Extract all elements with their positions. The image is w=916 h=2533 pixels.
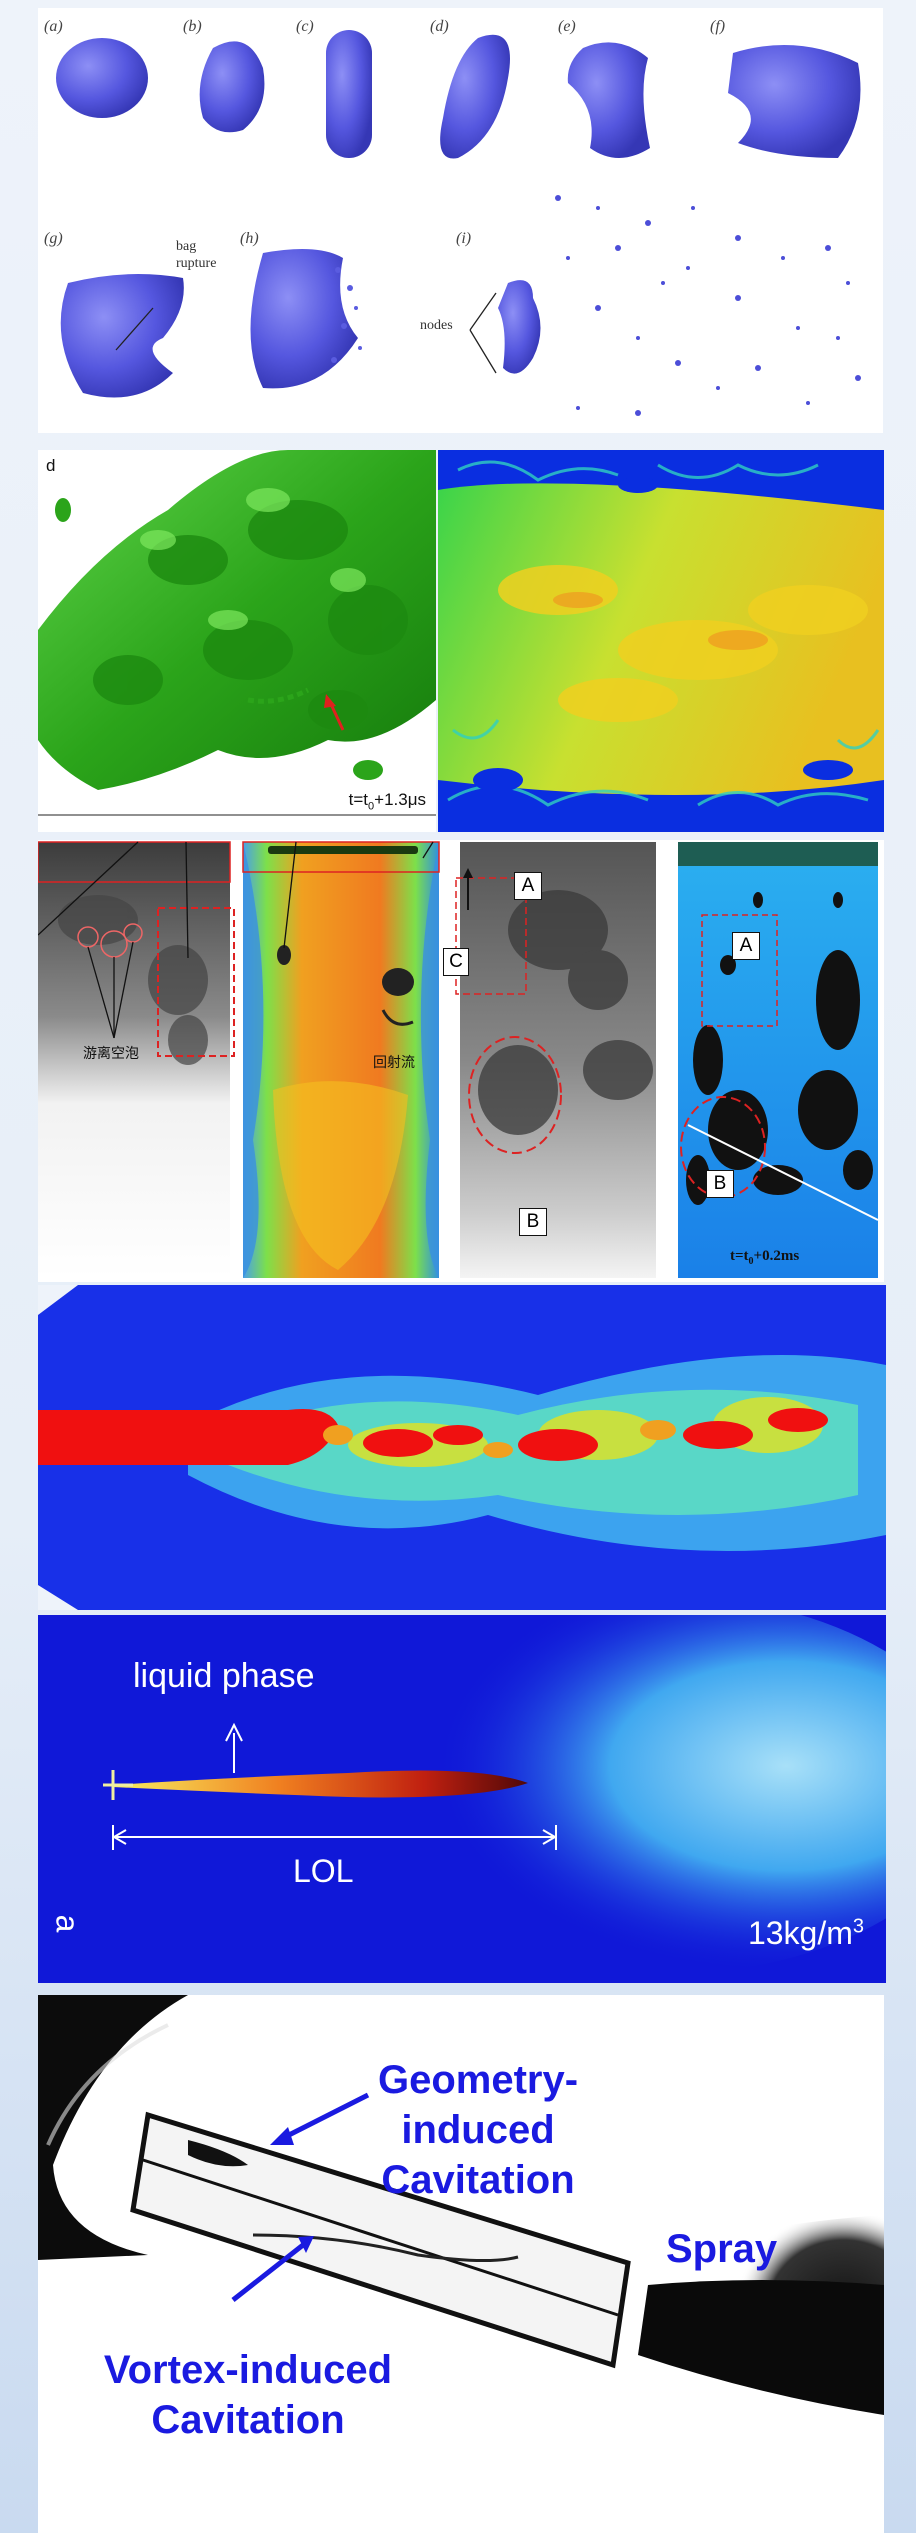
turbulence-figure xyxy=(438,460,884,807)
frame4-time-suffix: +0.2ms xyxy=(753,1248,800,1264)
box-label-a-frame3: A xyxy=(514,872,542,900)
jet-contour-panel xyxy=(38,1285,886,1610)
liquid-phase-label: liquid phase xyxy=(133,1657,315,1695)
subfigure-label-e: (e) xyxy=(558,18,576,35)
subfigure-label-i: (i) xyxy=(456,230,472,247)
box-label-b-frame4: B xyxy=(706,1170,734,1198)
density-exponent: 3 xyxy=(852,1915,864,1938)
nozzle-cavitation-figure xyxy=(38,1995,884,2465)
cavitation-sequence-figure xyxy=(38,841,879,1278)
liquid-length-figure xyxy=(103,1615,886,1975)
subfigure-label-a: (a) xyxy=(44,18,63,35)
bag-label-line1: bag xyxy=(176,239,197,254)
droplet-c xyxy=(326,30,372,158)
nodes-label: nodes xyxy=(420,318,453,333)
vortex-arrow xyxy=(231,2243,305,2302)
subfigure-label-f: (f) xyxy=(710,18,726,35)
geometry-arrow xyxy=(281,2092,370,2141)
vortex-cavitation-label: Vortex-induced Cavitation xyxy=(88,2345,408,2445)
subfigure-label-b: (b) xyxy=(183,18,202,35)
droplet-h-fragments xyxy=(331,267,362,363)
time-suffix: +1.3μs xyxy=(374,790,426,809)
frame4-time-subscript: 0 xyxy=(748,1256,754,1267)
droplet-i-ligament xyxy=(498,280,541,374)
density-label: 13kg/m3 xyxy=(748,1915,864,1952)
panel-a-label: a xyxy=(49,1914,86,1933)
geometry-label-line1: Geometry-induced xyxy=(377,2058,579,2152)
box-label-b-frame3: B xyxy=(519,1208,547,1236)
bag-rupture-label: bag rupture xyxy=(176,238,216,272)
jet-contour-figure xyxy=(38,1285,886,1610)
liquid-core xyxy=(113,1770,528,1798)
frame4-time-prefix: t=t xyxy=(730,1248,749,1264)
red-arrow-icon xyxy=(328,701,345,731)
droplet-e xyxy=(567,42,650,158)
time-subscript: 0 xyxy=(368,800,375,813)
spray-label: Spray xyxy=(666,2227,778,2271)
geometry-cavitation-label: Geometry-induced Cavitation xyxy=(313,2055,643,2205)
geometry-label-line2: Cavitation xyxy=(381,2158,575,2202)
time-label: t=t0+1.3μs xyxy=(349,790,426,812)
subfigure-label-g: (g) xyxy=(44,230,63,247)
bag-label-line2: rupture xyxy=(176,256,217,271)
isosurface-panel: d t=t0+1.3μs xyxy=(38,450,436,832)
subfigure-label-h: (h) xyxy=(240,230,259,247)
reentrant-jet-label: 回射流 xyxy=(373,1056,415,1071)
droplet-i-fragments xyxy=(555,195,861,416)
isosurface-figure xyxy=(38,450,436,816)
droplet-f xyxy=(728,45,861,158)
subfigure-label-d: (d) xyxy=(430,18,449,35)
droplet-breakup-panel: (a) (b) (c) (d) (e) (f) (g) (h) (i) bag … xyxy=(38,8,883,433)
vortex-label-line2: Cavitation xyxy=(151,2398,345,2442)
liquid-length-panel: liquid phase LOL a 13kg/m3 xyxy=(38,1615,886,1983)
droplet-g xyxy=(60,274,184,398)
lol-label: LOL xyxy=(293,1853,354,1889)
box-label-a-frame4: A xyxy=(732,932,760,960)
nozzle-cavitation-panel: Geometry-induced Cavitation Spray Vortex… xyxy=(38,1995,884,2533)
box-label-c: C xyxy=(443,948,469,976)
droplet-breakup-figure xyxy=(56,30,861,416)
droplet-a xyxy=(56,38,148,118)
panel-d-label: d xyxy=(46,456,56,475)
droplet-d xyxy=(440,34,510,159)
vortex-label-line1: Vortex-induced xyxy=(103,2348,393,2392)
cavitation-sequence-panel: 游离空泡 回射流 C A B A B t=t0+0.2ms xyxy=(38,840,884,1282)
free-bubble-label: 游离空泡 xyxy=(83,1047,139,1062)
droplet-b xyxy=(199,41,265,133)
subfigure-label-c: (c) xyxy=(296,18,314,35)
time-prefix: t=t xyxy=(348,790,369,809)
turbulence-panel xyxy=(438,450,884,832)
density-value: 13kg/m xyxy=(747,1915,853,1951)
frame4-time-label: t=t0+0.2ms xyxy=(730,1248,799,1267)
droplet-h xyxy=(250,249,358,389)
